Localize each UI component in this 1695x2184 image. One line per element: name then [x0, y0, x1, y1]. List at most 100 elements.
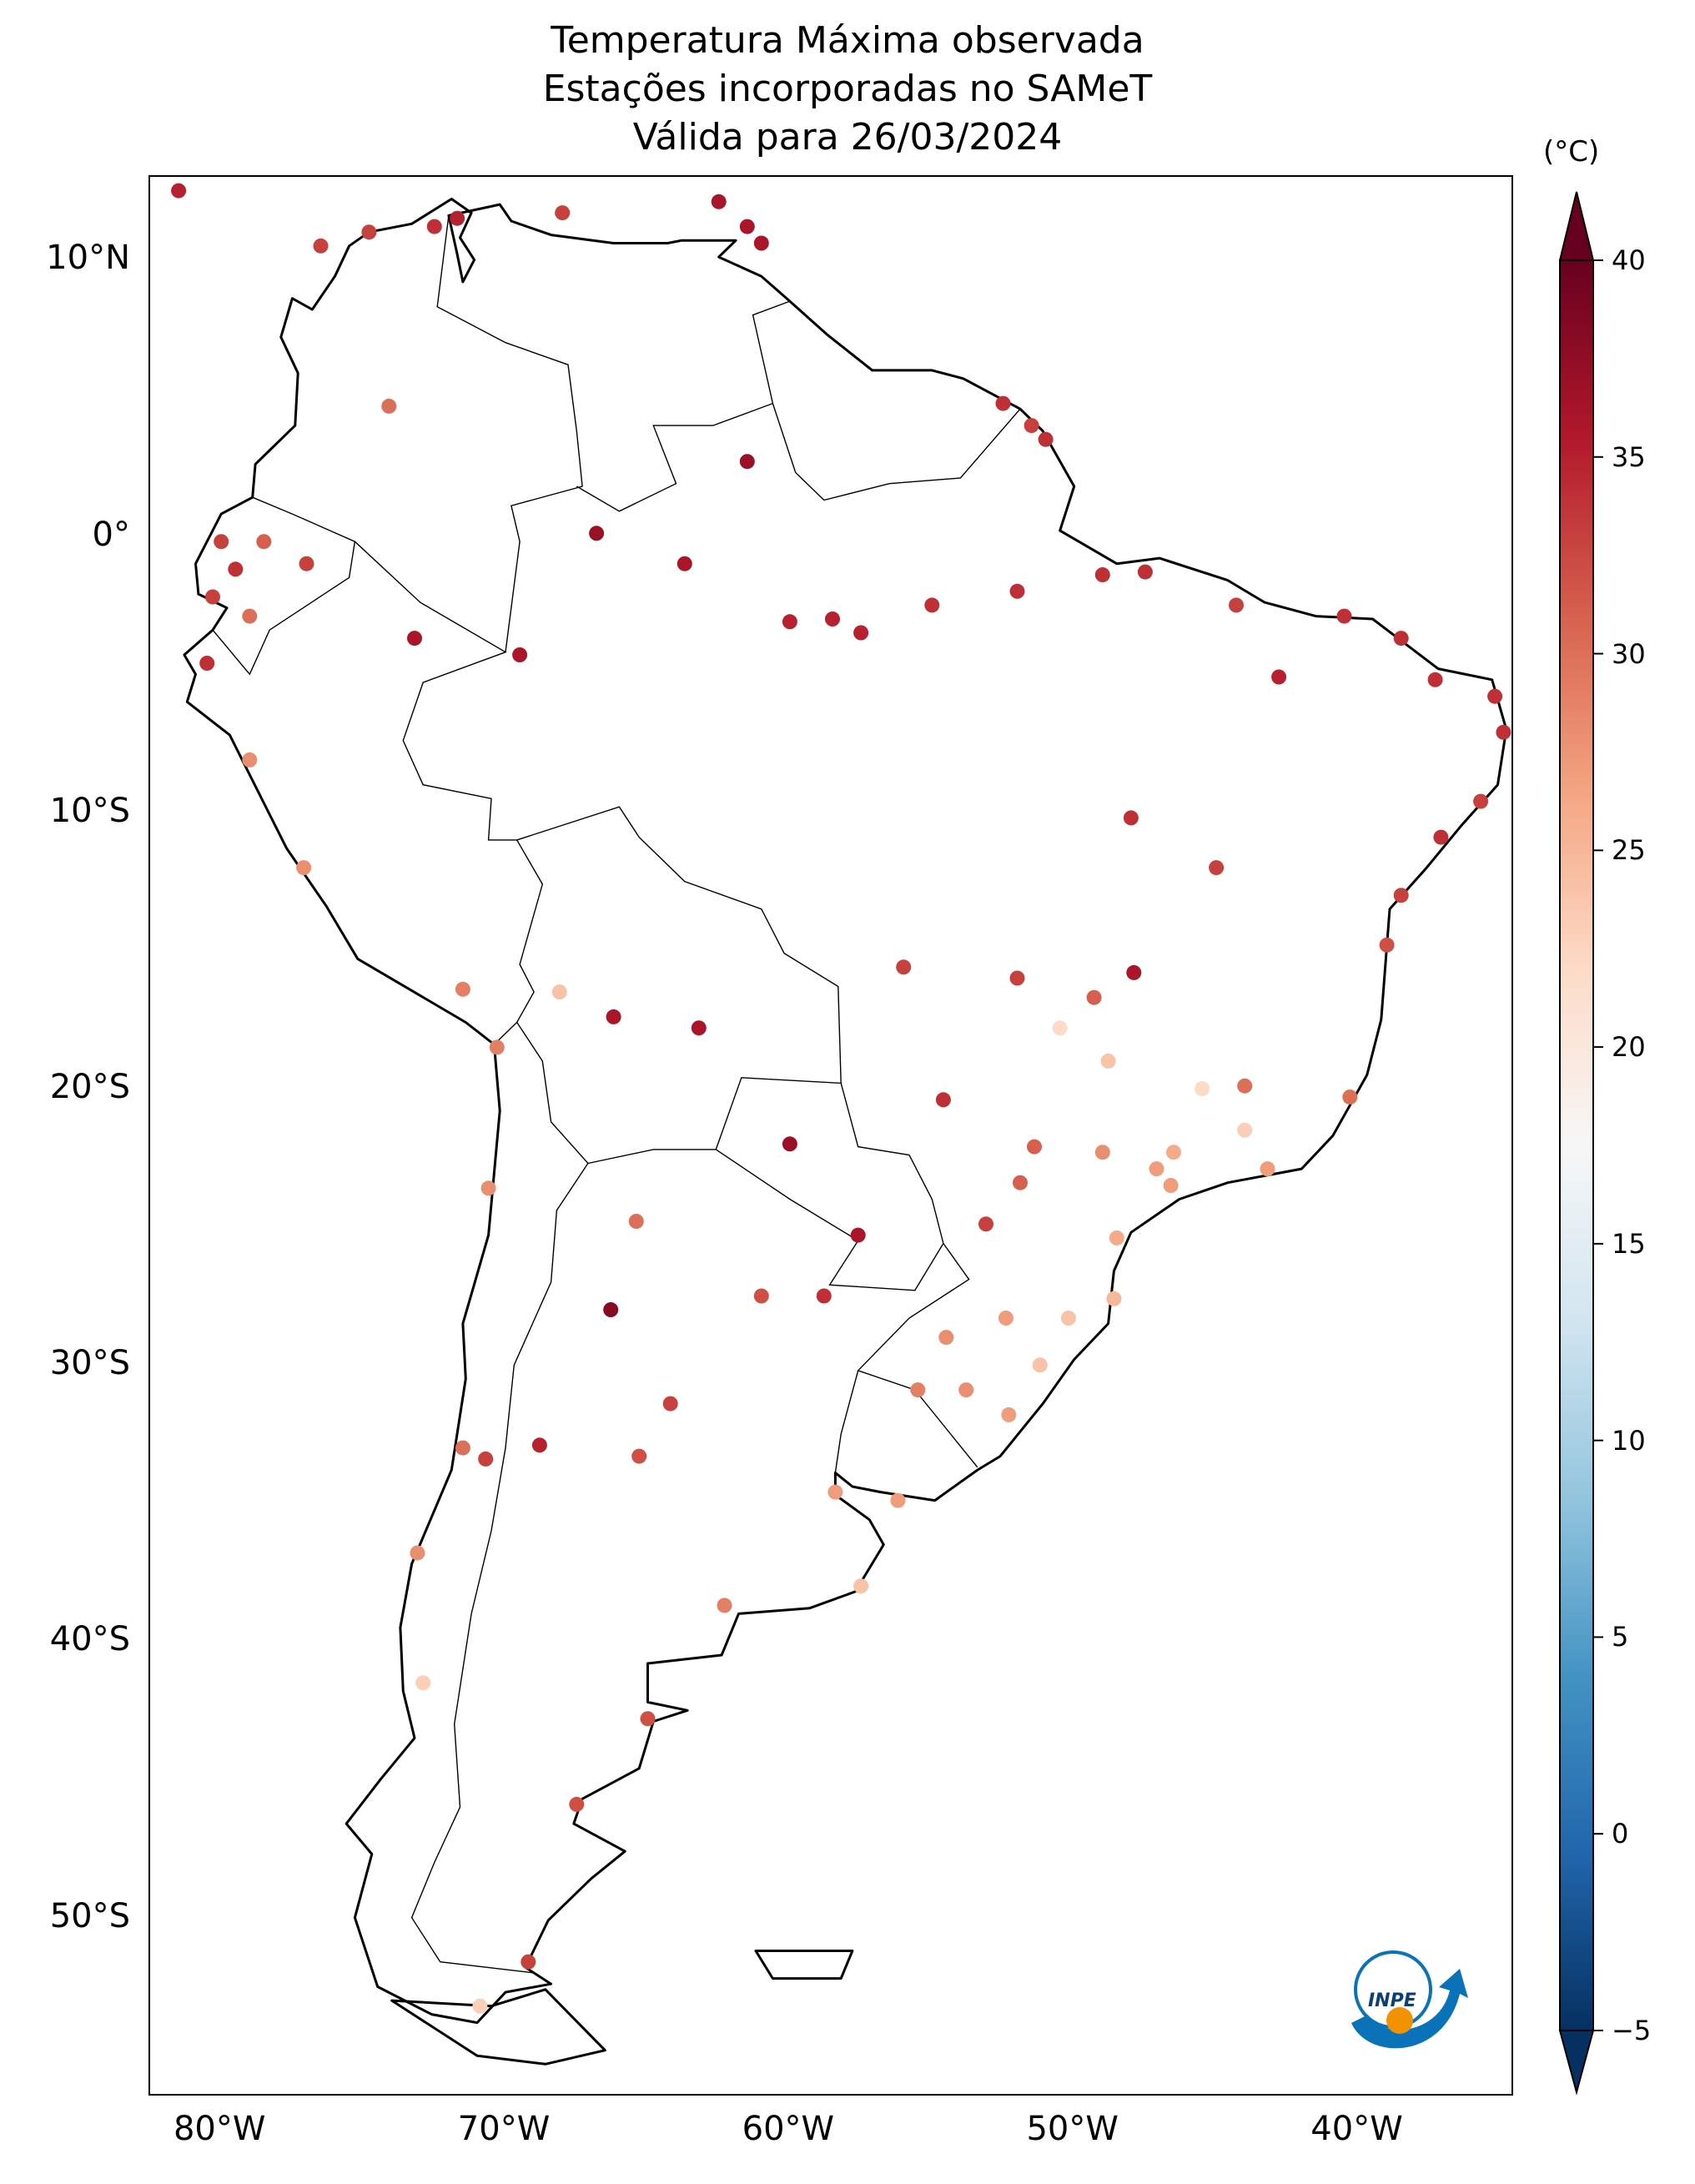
station-point [1086, 989, 1102, 1005]
station-point [1009, 583, 1025, 599]
station-point [569, 1796, 585, 1812]
colorbar-tick-label: 0 [1612, 1818, 1629, 1850]
border-line [212, 496, 356, 676]
colorbar [1552, 174, 1685, 2109]
station-point [410, 1545, 425, 1561]
station-point [415, 1675, 431, 1691]
tierra-del-fuego-outline [390, 1988, 606, 2066]
country-borders [212, 215, 1021, 1974]
station-point [995, 395, 1011, 411]
station-point [631, 1448, 647, 1464]
logo-text: INPE [1368, 1990, 1416, 2011]
station-point [1237, 1078, 1253, 1094]
station-point [978, 1216, 993, 1232]
border-line [516, 806, 842, 1165]
station-point [938, 1330, 954, 1346]
station-point [426, 219, 442, 234]
station-point [827, 1484, 843, 1500]
lon-tick-label: 80°W [173, 2110, 266, 2148]
station-point [739, 454, 755, 470]
station-point [589, 526, 605, 541]
station-point [512, 647, 528, 662]
logo-sun [1386, 2007, 1413, 2034]
station-point [1237, 1122, 1253, 1138]
station-point [450, 210, 465, 226]
station-point [1137, 564, 1153, 580]
station-point [1163, 1178, 1179, 1193]
station-point [489, 1039, 505, 1055]
station-point [313, 238, 329, 254]
station-point [531, 1437, 547, 1453]
station-point [998, 1311, 1013, 1326]
station-point [1024, 418, 1039, 434]
station-point [603, 1302, 619, 1317]
station-point [1149, 1161, 1164, 1177]
station-point [472, 1998, 488, 2014]
colorbar-tick-label: 20 [1612, 1031, 1646, 1064]
colorbar-tick-label: 30 [1612, 637, 1646, 670]
station-point [1001, 1407, 1017, 1422]
colorbar-tick-label: 10 [1612, 1424, 1646, 1457]
station-point [753, 235, 769, 251]
colorbar-tick-label: 15 [1612, 1227, 1646, 1260]
station-point [853, 625, 869, 641]
station-point [606, 1009, 621, 1024]
lat-tick-label: 0° [92, 515, 130, 554]
lat-tick-label: 10°S [49, 791, 130, 830]
colorbar-graphic [1558, 191, 1603, 2096]
station-point [1009, 970, 1025, 986]
station-point [1427, 672, 1443, 687]
station-point [381, 398, 397, 414]
station-point [739, 219, 755, 234]
station-point [455, 981, 470, 997]
station-point [753, 1288, 769, 1304]
station-point [228, 561, 244, 577]
station-point [782, 1136, 797, 1152]
border-line [576, 300, 791, 512]
border-line [834, 1370, 859, 1473]
station-point [1336, 608, 1352, 624]
station-point [1229, 597, 1244, 613]
station-point [205, 589, 220, 605]
title-line-2: Estações incorporadas no SAMeT [542, 68, 1153, 110]
station-point [662, 1396, 678, 1412]
colorbar-tick-label: −5 [1612, 2015, 1652, 2046]
station-point [717, 1598, 732, 1613]
border-line [354, 541, 544, 1045]
station-point [299, 556, 314, 571]
station-point [676, 556, 692, 571]
colorbar-unit: (°C) [1543, 135, 1600, 169]
station-point [1496, 724, 1511, 740]
station-point [555, 205, 571, 221]
station-point [1126, 964, 1142, 980]
map-panel [148, 175, 1513, 2096]
lon-tick-label: 40°W [1310, 2110, 1403, 2148]
lon-tick-label: 70°W [457, 2110, 551, 2148]
falklands-outline [754, 1950, 854, 1980]
station-point [242, 752, 258, 767]
title-line-1: Temperatura Máxima observada [551, 19, 1144, 62]
station-point [825, 611, 840, 627]
station-point [199, 656, 215, 671]
station-point [1032, 1357, 1048, 1373]
station-point [958, 1382, 974, 1398]
station-point [935, 1092, 951, 1108]
border-line [436, 215, 583, 652]
colorbar-tick-label: 5 [1612, 1621, 1629, 1653]
station-point [1342, 1089, 1358, 1105]
lat-tick-label: 10°N [46, 239, 130, 278]
station-point [1109, 1230, 1124, 1245]
lon-tick-label: 60°W [742, 2110, 835, 2148]
border-line [410, 1163, 589, 1974]
station-point [691, 1020, 707, 1036]
map-title: Temperatura Máxima observada Estações in… [0, 17, 1695, 162]
station-point [521, 1954, 536, 1970]
station-point [1260, 1161, 1275, 1177]
station-point [214, 534, 229, 550]
colorbar-tick-label: 25 [1612, 834, 1646, 867]
station-point [1487, 688, 1503, 704]
station-point [1094, 1145, 1110, 1160]
south-america-map [171, 183, 1511, 2066]
border-line [715, 1083, 944, 1291]
station-point [816, 1288, 832, 1304]
